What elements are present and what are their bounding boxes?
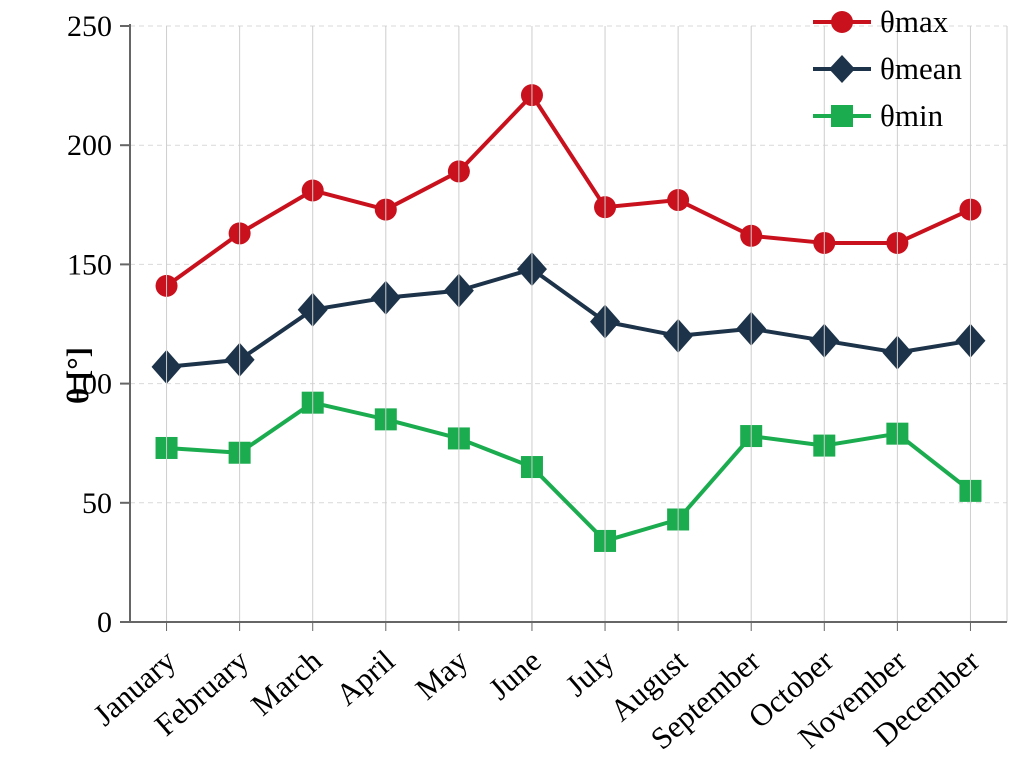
legend-item-thetamean: θmean [810,50,962,88]
y-axis-title: θ [°] [60,347,95,404]
legend-item-thetamax: θmax [810,3,962,41]
legend-label-thetamax: θmax [880,4,949,39]
series-line [166,267,971,369]
series-line [166,400,972,543]
legend-label-thetamin: θmin [880,98,944,133]
y-tick-label: 200 [67,129,112,162]
y-tick-label: 100 [67,368,112,401]
y-tick-label: 250 [67,10,112,43]
legend: θmax θmean θmin [810,3,962,135]
x-tick-label: March [244,643,328,723]
series-thetamin [155,391,982,552]
y-tick-label: 0 [97,606,112,639]
x-tick-label: June [482,643,548,707]
series-line [165,93,972,288]
series-thetamean [151,252,986,384]
y-tick-label: 150 [67,248,112,281]
thetamin-legend-marker-icon [813,105,871,127]
legend-label-thetamean: θmean [880,51,962,86]
legend-item-thetamin: θmin [810,97,962,135]
thetamean-legend-marker-icon [813,55,871,83]
thetamax-legend-marker-icon [813,11,871,33]
y-tick-label: 50 [82,487,112,520]
x-tick-label: May [409,643,475,707]
x-tick-label: April [329,643,401,712]
